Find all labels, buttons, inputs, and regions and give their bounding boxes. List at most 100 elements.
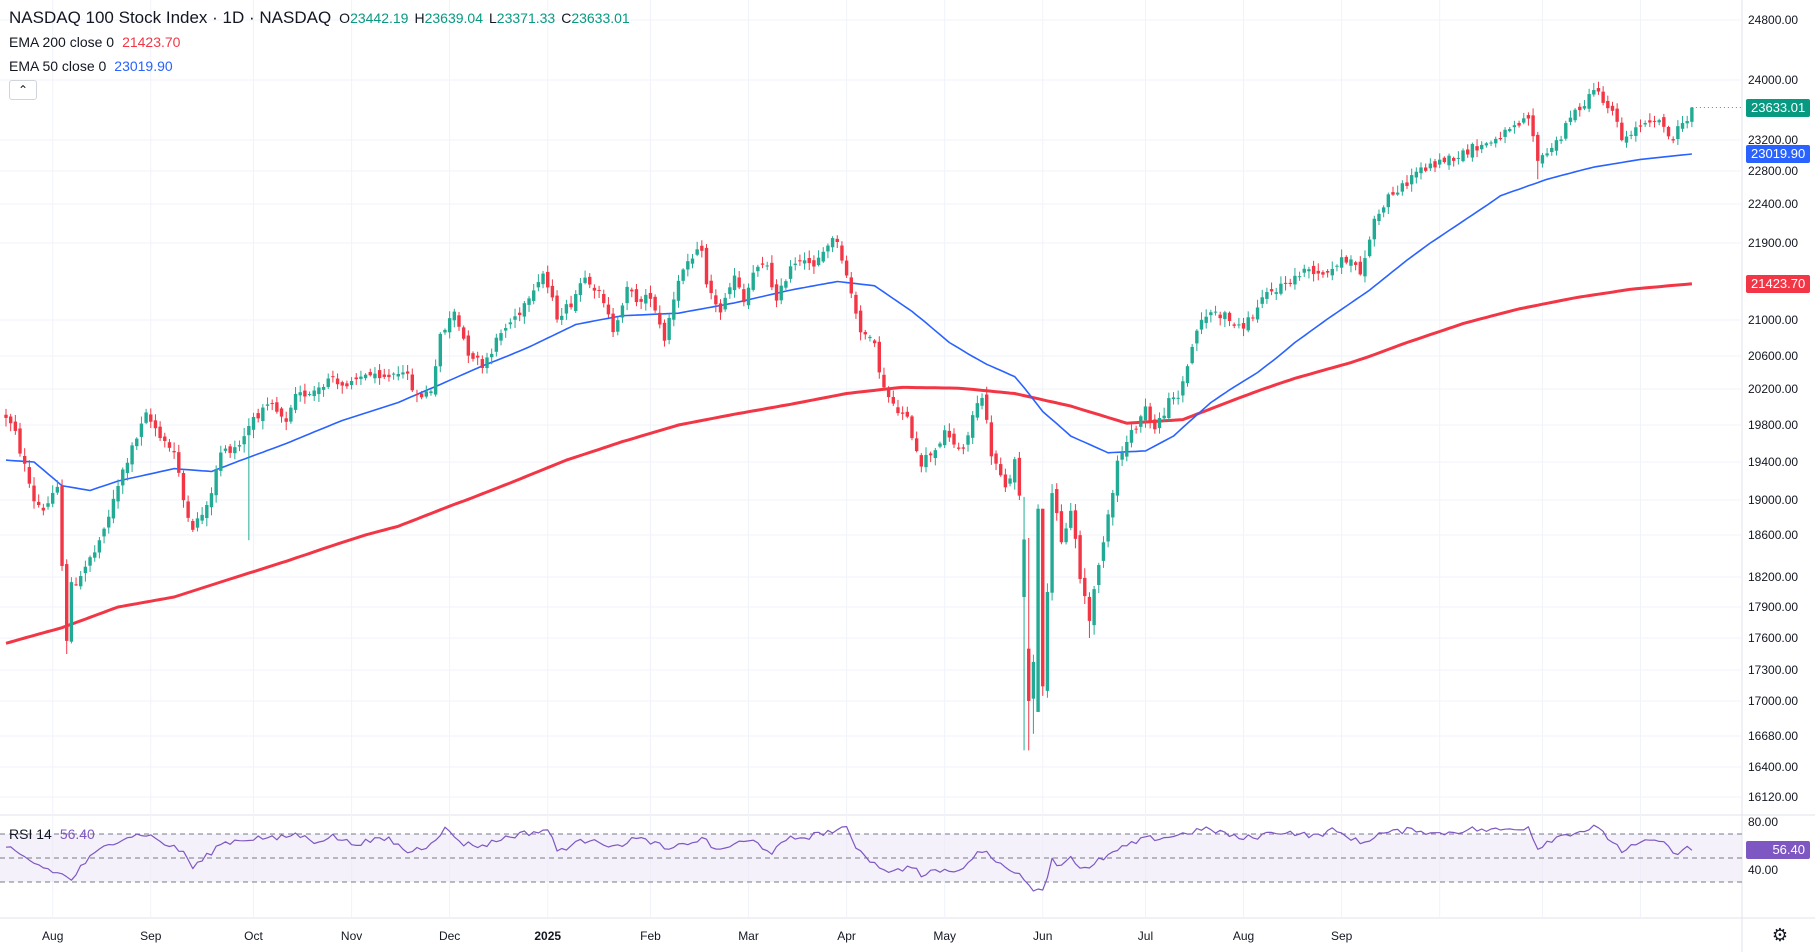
candle-down — [1321, 272, 1325, 275]
candle-down — [662, 322, 667, 341]
candle-down — [956, 447, 961, 449]
legend-collapse-button[interactable]: ⌃ — [9, 80, 37, 100]
candle-down — [74, 584, 78, 586]
candle-up — [942, 430, 947, 446]
candle-up — [452, 311, 457, 321]
candle-up — [1199, 319, 1204, 330]
candle-down — [840, 245, 844, 261]
time-tick-label: Oct — [244, 929, 263, 943]
candle-up — [83, 566, 88, 574]
candle-down — [419, 393, 424, 398]
candle-up — [1036, 508, 1040, 712]
candle-up — [1512, 125, 1517, 128]
candle-down — [13, 421, 18, 431]
candle-down — [592, 287, 597, 291]
candle-down — [714, 295, 718, 305]
ema200-legend-row[interactable]: EMA 200 close 0 21423.70 — [9, 30, 636, 54]
candle-down — [985, 394, 989, 420]
candle-up — [1129, 430, 1134, 443]
price-tick-label: 22400.00 — [1748, 197, 1798, 211]
candle-down — [844, 260, 849, 276]
candle-down — [181, 473, 186, 501]
candle-down — [774, 284, 779, 301]
candle-up — [359, 376, 363, 379]
candle-up — [1125, 442, 1129, 457]
candle-up — [321, 386, 326, 390]
gear-icon[interactable]: ⚙ — [1771, 924, 1789, 945]
candle-down — [167, 442, 172, 448]
high-value: 23639.04 — [424, 10, 483, 26]
candle-down — [475, 355, 480, 358]
candle-up — [233, 447, 237, 454]
candle-up — [788, 266, 793, 279]
axes: 24800.00 24000.00 23200.00 22800.00 22400.00… — [42, 13, 1798, 943]
candle-down — [1526, 115, 1531, 119]
candle-up — [200, 514, 204, 521]
candle-up — [1372, 218, 1377, 240]
candle-up — [111, 498, 116, 519]
candle-up — [933, 450, 938, 459]
candle-down — [896, 407, 900, 414]
candle-down — [709, 280, 713, 294]
candle-down — [737, 277, 741, 288]
candle-up — [644, 294, 648, 304]
candle-down — [1536, 134, 1540, 161]
candle-up — [1335, 265, 1339, 267]
candle-up — [975, 403, 980, 418]
candle-down — [1148, 406, 1152, 421]
candle-up — [1540, 155, 1545, 164]
candle-up — [1190, 346, 1194, 364]
candle-down — [854, 294, 858, 314]
price-tick-label: 22800.00 — [1748, 164, 1798, 178]
candle-down — [1423, 167, 1428, 171]
candle-up — [1195, 330, 1199, 344]
candle-up — [1657, 120, 1661, 123]
ema50-legend-row[interactable]: EMA 50 close 0 23019.90 — [9, 54, 636, 78]
candle-down — [807, 258, 811, 264]
candle-up — [1470, 143, 1475, 158]
candle-up — [826, 245, 830, 252]
candle-up — [1573, 109, 1577, 121]
time-tick-label: Jun — [1033, 929, 1052, 943]
symbol-title[interactable]: NASDAQ 100 Stock Index · 1D · NASDAQ — [9, 8, 332, 27]
candle-up — [1255, 307, 1260, 320]
candle-up — [433, 366, 438, 395]
candle-up — [102, 528, 106, 537]
candle-down — [597, 289, 601, 291]
rsi-price-tag: 56.40 — [1746, 841, 1810, 860]
price-tick-label: 16400.00 — [1748, 760, 1798, 774]
candle-up — [144, 412, 148, 423]
symbol-legend-row: NASDAQ 100 Stock Index · 1D · NASDAQ O23… — [9, 6, 636, 30]
candle-down — [882, 374, 886, 388]
candle-up — [1013, 459, 1017, 483]
candle-up — [1643, 123, 1647, 125]
candle-up — [970, 415, 975, 438]
rsi-legend[interactable]: RSI 14 56.40 — [9, 826, 95, 842]
candle-up — [522, 303, 527, 317]
candle-up — [1494, 138, 1498, 144]
candle-down — [256, 413, 260, 419]
candle-down — [1316, 270, 1320, 274]
candle-down — [1311, 265, 1316, 275]
candle-down — [546, 271, 550, 288]
candle-up — [802, 260, 807, 264]
candle-down — [798, 260, 802, 262]
last-price-tag: 23633.01 — [1746, 98, 1810, 117]
candle-up — [1223, 312, 1227, 320]
time-tick-label: Feb — [640, 929, 661, 943]
price-tick-label: 17300.00 — [1748, 663, 1798, 677]
candle-up — [1181, 381, 1185, 396]
candle-up — [1428, 163, 1433, 169]
candle-down — [1003, 474, 1008, 488]
candle-up — [1395, 192, 1400, 195]
candle-up — [485, 357, 489, 369]
candle-down — [1620, 122, 1624, 141]
candle-up — [1461, 150, 1465, 162]
candle-down — [555, 295, 559, 320]
candle-down — [18, 428, 22, 454]
candle-down — [27, 467, 32, 484]
price-tick-label: 16120.00 — [1748, 790, 1798, 804]
candle-down — [340, 382, 344, 386]
